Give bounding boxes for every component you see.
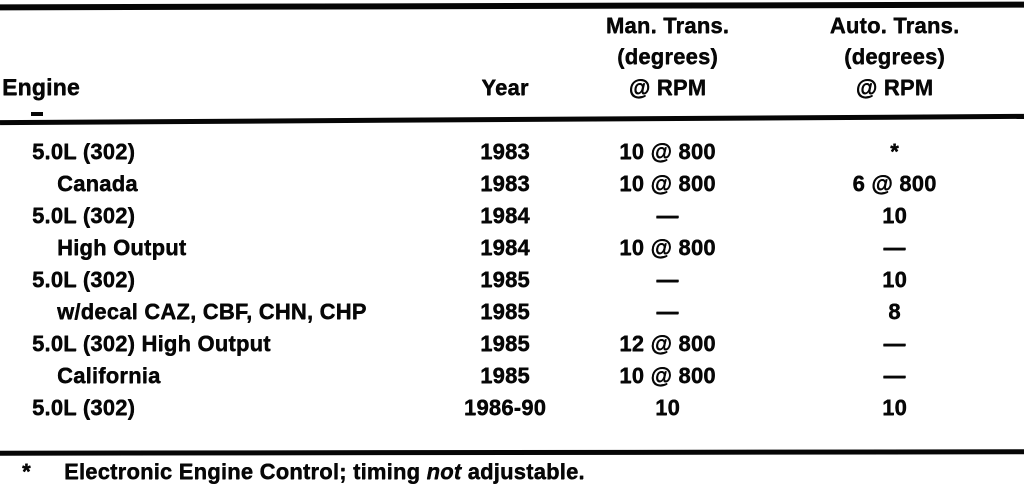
man-trans-cell: 12 @ 800 (619, 331, 716, 356)
year-cell: 1983 (480, 171, 530, 196)
auto-trans-cell: 6 @ 800 (852, 171, 937, 196)
column-header-man-trans: Man. Trans. (degrees) @ RPM (570, 10, 765, 103)
column-header-auto-trans: Auto. Trans. (degrees) @ RPM (765, 10, 1024, 103)
table-row: California 1985 10 @ 800 — (0, 360, 1024, 392)
man-trans-cell: 10 @ 800 (619, 171, 716, 196)
header-line: Auto. Trans. (829, 13, 960, 38)
table-row: 5.0L (302) 1986-90 10 10 (0, 392, 1024, 424)
table-row: Canada 1983 10 @ 800 6 @ 800 (0, 168, 1024, 200)
year-cell: 1985 (480, 331, 530, 356)
engine-cell: 5.0L (302) (32, 139, 136, 164)
engine-cell: 5.0L (302) High Output (32, 331, 271, 356)
auto-trans-cell: 10 (882, 395, 907, 420)
footnote-emphasis: not (426, 459, 462, 484)
engine-cell: California (57, 363, 161, 388)
man-trans-cell: — (656, 299, 679, 324)
auto-trans-cell: 10 (882, 267, 907, 292)
auto-trans-cell: — (883, 235, 906, 260)
scan-artifact (31, 112, 43, 116)
engine-cell: 5.0L (302) (32, 395, 136, 420)
auto-trans-cell: — (883, 363, 906, 388)
header-line: @ RPM (628, 75, 707, 100)
column-header-year: Year (481, 75, 529, 100)
footnote: * Electronic Engine Control; timing not a… (0, 456, 1024, 488)
year-cell: 1985 (480, 299, 530, 324)
man-trans-cell: 10 @ 800 (619, 363, 716, 388)
man-trans-cell: — (656, 203, 679, 228)
auto-trans-cell: 8 (888, 299, 901, 324)
footnote-text: adjustable. (461, 459, 585, 484)
engine-cell: High Output (57, 235, 187, 260)
table-row: 5.0L (302) High Output 1985 12 @ 800 — (0, 328, 1024, 360)
table-row: High Output 1984 10 @ 800 — (0, 232, 1024, 264)
footnote-text: Electronic Engine Control; timing (64, 459, 427, 484)
table-body: 5.0L (302) 1983 10 @ 800 * Canada 1983 1… (0, 122, 1024, 424)
year-cell: 1986-90 (463, 395, 547, 420)
year-cell: 1984 (480, 235, 530, 260)
table-row: 5.0L (302) 1983 10 @ 800 * (0, 136, 1024, 168)
engine-cell: 5.0L (302) (32, 267, 136, 292)
header-line: Man. Trans. (605, 13, 730, 38)
man-trans-cell: 10 @ 800 (619, 139, 716, 164)
year-cell: 1985 (480, 267, 530, 292)
man-trans-cell: 10 (655, 395, 680, 420)
engine-cell: Canada (57, 171, 138, 196)
footnote-star-icon: * (22, 459, 31, 484)
table-row: w/decal CAZ, CBF, CHN, CHP 1985 — 8 (0, 296, 1024, 328)
year-cell: 1984 (480, 203, 530, 228)
bottom-rule (0, 449, 1024, 456)
auto-trans-cell: — (883, 331, 906, 356)
man-trans-cell: — (656, 267, 679, 292)
table-row: 5.0L (302) 1984 — 10 (0, 200, 1024, 232)
header-line: (degrees) (844, 44, 945, 69)
table-row: 5.0L (302) 1985 — 10 (0, 264, 1024, 296)
header-line: @ RPM (855, 75, 934, 100)
table-header: Engine Year Man. Trans. (degrees) @ RPM … (0, 9, 1024, 116)
engine-cell: 5.0L (302) (32, 203, 136, 228)
auto-trans-cell: 10 (882, 203, 907, 228)
header-line: (degrees) (617, 44, 718, 69)
year-cell: 1985 (480, 363, 530, 388)
man-trans-cell: 10 @ 800 (619, 235, 716, 260)
year-cell: 1983 (480, 139, 530, 164)
column-header-engine: Engine (2, 74, 80, 100)
auto-trans-cell: * (890, 139, 899, 164)
engine-cell: w/decal CAZ, CBF, CHN, CHP (57, 299, 367, 324)
